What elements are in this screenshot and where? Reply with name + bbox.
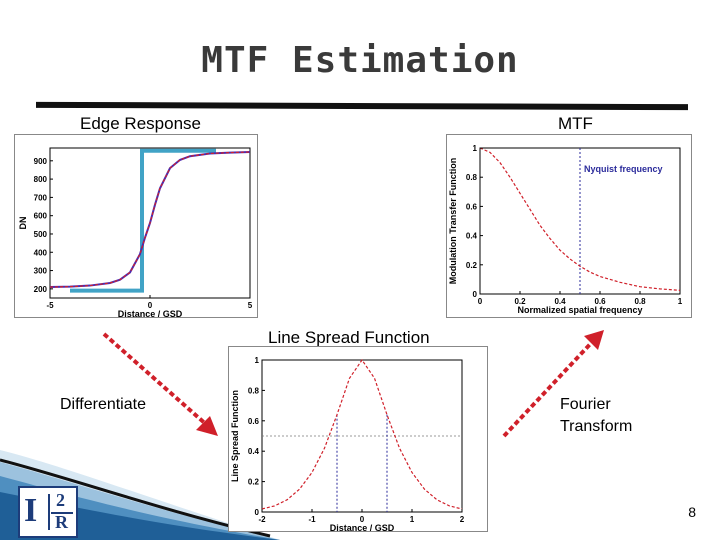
y-axis-label: Line Spread Function — [230, 390, 240, 482]
y-tick-label: 0.2 — [466, 261, 478, 270]
y-tick-label: 500 — [34, 230, 48, 239]
logo-letter-r: R — [55, 512, 68, 532]
y-axis-label: DN — [18, 217, 28, 230]
y-tick-label: 0.6 — [248, 417, 260, 426]
x-tick-label: 0.6 — [594, 297, 606, 306]
page-number: 8 — [688, 504, 696, 520]
i2r-logo: I 2 R — [18, 486, 78, 538]
x-tick-label: 2 — [460, 515, 465, 524]
differentiate-arrow — [102, 332, 218, 436]
lsf-label: Line Spread Function — [268, 328, 430, 347]
y-tick-label: 900 — [34, 157, 48, 166]
mtf-chart: Nyquist frequency 0 0.2 0.4 0.6 0.8 1 0 0.2 0.4 0.… — [446, 134, 692, 318]
y-axis-label: Modulation Transfer Function — [448, 158, 458, 285]
x-axis-label: Normalized spatial frequency — [517, 305, 642, 315]
lsf-chart: -2 -1 0 1 2 0 0.2 0.4 0.6 0.8 1 Distance / GSD Line … — [228, 346, 488, 532]
y-tick-label: 1 — [255, 356, 260, 365]
y-tick-label: 200 — [34, 285, 48, 294]
nyquist-annotation: Nyquist frequency — [584, 164, 663, 174]
x-tick-label: -1 — [308, 515, 316, 524]
slide-title: MTF Estimation — [201, 40, 519, 81]
edge-response-label: Edge Response — [80, 114, 201, 133]
x-tick-label: 0.4 — [554, 297, 566, 306]
title-rule — [36, 101, 688, 111]
mtf-label: MTF — [558, 114, 593, 133]
fourier-transform-label: Fourier Transform — [560, 396, 633, 435]
y-tick-label: 1 — [473, 144, 478, 153]
x-axis-label: Distance / GSD — [118, 309, 183, 318]
y-tick-label: 0.4 — [248, 447, 260, 456]
x-tick-label: -2 — [258, 515, 266, 524]
series-line — [479, 147, 681, 291]
x-tick-label: 0 — [478, 297, 483, 306]
y-tick-label: 0.2 — [248, 478, 260, 487]
chart-frame — [446, 134, 692, 318]
logo-rule — [51, 512, 73, 514]
logo-divider — [48, 494, 50, 530]
ideal-step-edge — [70, 148, 216, 293]
y-tick-label: 0.6 — [466, 202, 478, 211]
x-tick-label: 1 — [410, 515, 415, 524]
chart-frame — [228, 346, 488, 532]
logo-letter-i: I — [24, 492, 38, 529]
y-tick-label: 0.4 — [466, 232, 478, 241]
x-tick-label: 0 — [360, 515, 365, 524]
y-tick-label: 400 — [34, 248, 48, 257]
y-tick-label: 300 — [34, 267, 48, 276]
x-tick-label: -5 — [46, 301, 54, 310]
differentiate-label: Differentiate — [60, 396, 146, 413]
x-tick-label: 1 — [678, 297, 683, 306]
y-tick-label: 600 — [34, 212, 48, 221]
y-tick-label: 700 — [34, 193, 48, 202]
y-tick-label: 0 — [473, 290, 478, 299]
x-tick-label: 0 — [148, 301, 153, 310]
x-axis-label: Distance / GSD — [330, 523, 395, 532]
y-tick-label: 0.8 — [466, 173, 478, 182]
x-tick-label: 5 — [248, 301, 253, 310]
x-tick-label: 0.8 — [634, 297, 646, 306]
y-tick-label: 0.8 — [248, 386, 260, 395]
x-tick-label: 0.2 — [514, 297, 526, 306]
y-tick-label: 800 — [34, 175, 48, 184]
logo-digit: 2 — [56, 490, 65, 510]
fourier-arrow — [502, 330, 604, 438]
series-line — [49, 151, 251, 288]
y-tick-label: 0 — [255, 508, 260, 517]
edge-response-chart: -5 0 5 900 800 700 600 500 400 300 200 Distance / G… — [14, 134, 258, 318]
series-line — [261, 358, 463, 510]
